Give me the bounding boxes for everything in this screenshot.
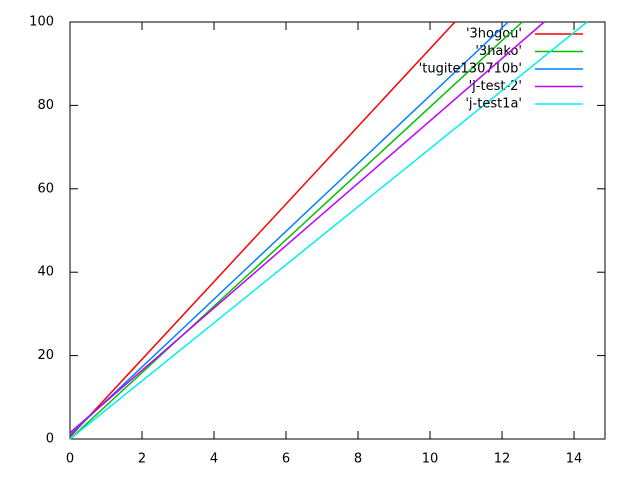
y-tick-label: 80 — [37, 98, 54, 113]
legend-label: '3hako' — [475, 44, 522, 59]
y-tick-label: 0 — [46, 432, 54, 447]
data-line — [69, 21, 588, 440]
y-tick-label: 20 — [37, 348, 54, 363]
data-line — [69, 21, 509, 436]
y-tick-label: 100 — [29, 15, 54, 30]
x-tick-label: 6 — [282, 452, 290, 467]
legend-label: 'j-test-2' — [469, 79, 522, 94]
x-tick-label: 10 — [422, 452, 439, 467]
x-tick-label: 12 — [494, 452, 511, 467]
plot-border — [69, 21, 606, 440]
legend-label: '3hogou' — [466, 27, 522, 42]
x-tick-label: 4 — [210, 452, 218, 467]
x-tick-label: 14 — [566, 452, 583, 467]
x-tick-label: 8 — [354, 452, 362, 467]
x-tick-label: 2 — [138, 452, 146, 467]
y-tick-label: 40 — [37, 265, 54, 280]
data-line — [69, 21, 545, 434]
y-tick-label: 60 — [37, 181, 54, 196]
legend-label: 'tugite130710b' — [419, 62, 522, 77]
legend-label: 'j-test1a' — [465, 97, 522, 112]
data-line — [69, 21, 523, 440]
x-tick-label: 0 — [66, 452, 74, 467]
data-line — [69, 21, 456, 438]
